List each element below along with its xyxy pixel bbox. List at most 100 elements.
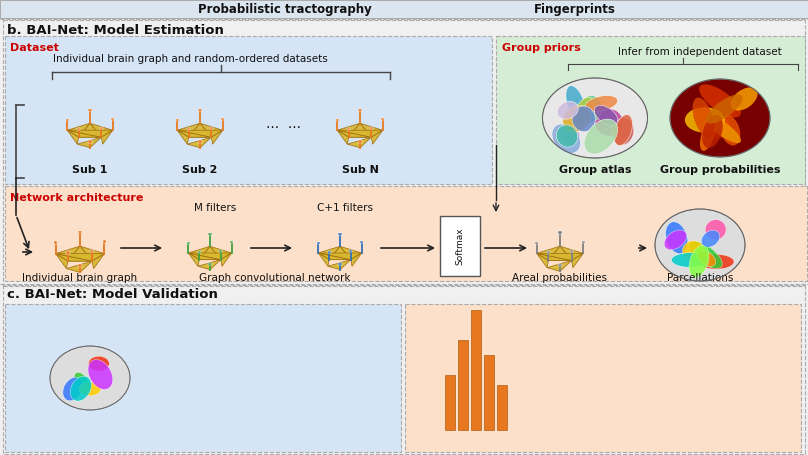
Text: Sub 1: Sub 1: [72, 165, 107, 175]
Text: ···  ···: ··· ···: [267, 121, 301, 135]
FancyBboxPatch shape: [77, 128, 80, 130]
Ellipse shape: [730, 87, 758, 111]
Polygon shape: [101, 130, 113, 144]
Ellipse shape: [552, 124, 580, 153]
FancyBboxPatch shape: [78, 231, 82, 233]
FancyBboxPatch shape: [317, 242, 320, 244]
FancyBboxPatch shape: [558, 232, 562, 234]
FancyBboxPatch shape: [535, 242, 538, 244]
FancyBboxPatch shape: [54, 242, 57, 244]
FancyBboxPatch shape: [359, 109, 362, 111]
Polygon shape: [549, 246, 571, 261]
FancyBboxPatch shape: [370, 127, 373, 129]
FancyBboxPatch shape: [78, 264, 82, 267]
Ellipse shape: [701, 113, 741, 143]
FancyBboxPatch shape: [405, 304, 801, 452]
Polygon shape: [212, 130, 223, 144]
Polygon shape: [560, 246, 583, 261]
Ellipse shape: [702, 115, 723, 148]
Ellipse shape: [697, 251, 716, 267]
Ellipse shape: [614, 115, 633, 146]
Polygon shape: [200, 246, 221, 260]
FancyBboxPatch shape: [347, 128, 350, 130]
Polygon shape: [177, 130, 212, 137]
Ellipse shape: [88, 359, 113, 389]
Text: Areal probabilities: Areal probabilities: [512, 273, 608, 283]
FancyBboxPatch shape: [221, 118, 225, 120]
Ellipse shape: [720, 115, 740, 146]
Polygon shape: [360, 123, 383, 137]
Ellipse shape: [700, 118, 716, 151]
Text: Softmax: Softmax: [456, 227, 465, 265]
FancyBboxPatch shape: [547, 251, 550, 253]
FancyBboxPatch shape: [381, 118, 385, 120]
Ellipse shape: [612, 118, 633, 145]
Polygon shape: [67, 130, 101, 137]
Ellipse shape: [595, 106, 618, 126]
Ellipse shape: [664, 230, 687, 250]
Polygon shape: [328, 260, 351, 269]
Text: Infer from independent dataset: Infer from independent dataset: [618, 47, 782, 57]
FancyBboxPatch shape: [5, 186, 807, 281]
Ellipse shape: [666, 222, 688, 254]
Polygon shape: [66, 261, 92, 273]
Ellipse shape: [705, 95, 743, 124]
FancyBboxPatch shape: [199, 140, 202, 142]
FancyBboxPatch shape: [484, 355, 494, 430]
Ellipse shape: [563, 105, 591, 132]
FancyBboxPatch shape: [175, 119, 179, 121]
Text: Dataset: Dataset: [10, 43, 59, 53]
Polygon shape: [329, 246, 351, 260]
Ellipse shape: [671, 253, 710, 268]
FancyBboxPatch shape: [360, 241, 363, 243]
Ellipse shape: [703, 116, 730, 138]
Polygon shape: [351, 253, 362, 266]
Ellipse shape: [705, 220, 726, 240]
FancyBboxPatch shape: [496, 36, 805, 184]
Ellipse shape: [670, 79, 770, 157]
FancyBboxPatch shape: [88, 109, 91, 111]
Polygon shape: [200, 123, 223, 137]
FancyBboxPatch shape: [112, 118, 115, 120]
Ellipse shape: [558, 125, 579, 143]
FancyBboxPatch shape: [445, 375, 455, 430]
Text: C+1 filters: C+1 filters: [317, 203, 373, 213]
Polygon shape: [188, 253, 200, 266]
FancyBboxPatch shape: [558, 264, 562, 266]
Polygon shape: [571, 253, 583, 268]
Text: c. BAI-Net: Model Validation: c. BAI-Net: Model Validation: [7, 288, 218, 302]
Ellipse shape: [78, 382, 101, 396]
Polygon shape: [90, 123, 113, 137]
FancyBboxPatch shape: [339, 263, 342, 265]
FancyBboxPatch shape: [187, 242, 190, 244]
Text: M filters: M filters: [194, 203, 236, 213]
Polygon shape: [337, 130, 348, 144]
Polygon shape: [188, 246, 210, 260]
FancyBboxPatch shape: [497, 385, 507, 430]
Polygon shape: [67, 123, 90, 137]
Polygon shape: [537, 246, 560, 261]
Ellipse shape: [683, 241, 705, 262]
Polygon shape: [177, 130, 223, 137]
Ellipse shape: [595, 109, 623, 136]
Polygon shape: [67, 130, 113, 137]
FancyBboxPatch shape: [230, 241, 234, 243]
Text: Individual brain graph: Individual brain graph: [23, 273, 137, 283]
Polygon shape: [210, 246, 232, 260]
FancyBboxPatch shape: [210, 127, 213, 129]
Text: Parcellations: Parcellations: [667, 273, 733, 283]
Text: Probabilistic tractography: Probabilistic tractography: [198, 2, 372, 15]
Polygon shape: [78, 123, 101, 137]
Polygon shape: [337, 130, 372, 137]
FancyBboxPatch shape: [65, 119, 69, 121]
FancyBboxPatch shape: [66, 251, 69, 253]
FancyBboxPatch shape: [219, 250, 222, 252]
FancyBboxPatch shape: [5, 304, 401, 452]
FancyBboxPatch shape: [199, 109, 202, 111]
Ellipse shape: [63, 377, 82, 401]
Polygon shape: [68, 246, 92, 261]
Text: Sub N: Sub N: [342, 165, 378, 175]
Polygon shape: [188, 123, 212, 137]
Ellipse shape: [585, 96, 617, 111]
Text: Sub 2: Sub 2: [183, 165, 217, 175]
